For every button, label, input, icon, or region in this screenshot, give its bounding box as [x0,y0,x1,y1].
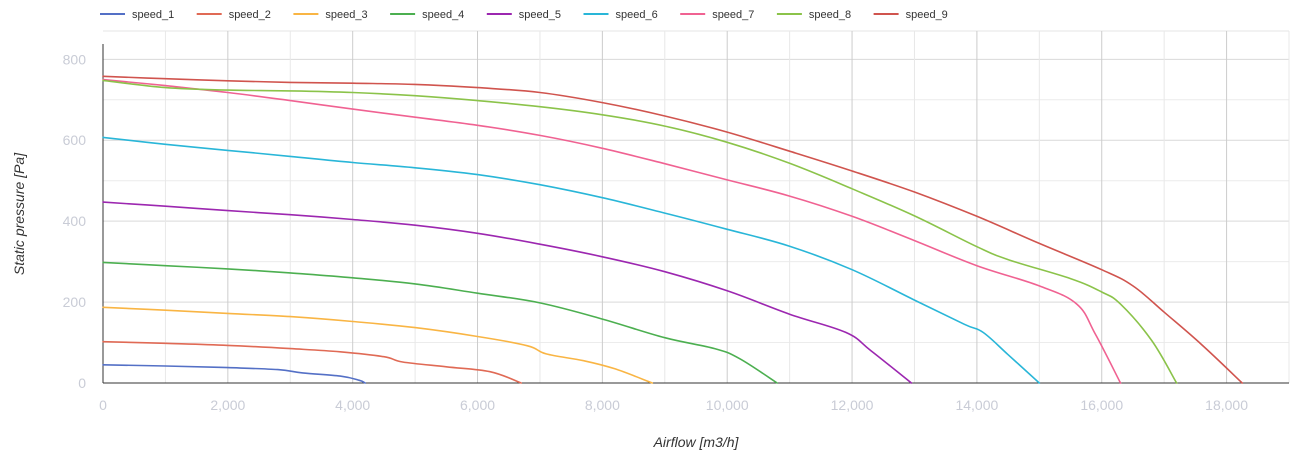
series-lines [102,75,1243,384]
x-tick-label: 18,000 [1205,397,1248,413]
legend-label: speed_4 [422,9,464,21]
legend-label: speed_6 [616,9,658,21]
legend-label: speed_2 [229,9,271,21]
legend-label: speed_7 [712,9,754,21]
series-line-speed_7 [102,78,1122,384]
y-tick-label: 400 [63,213,87,229]
legend-item-speed_9[interactable]: speed_9 [873,9,948,21]
legend-label: speed_1 [132,9,174,21]
legend-item-speed_5[interactable]: speed_5 [486,9,561,21]
legend-item-speed_7[interactable]: speed_7 [680,9,754,21]
y-tick-label: 800 [63,51,87,67]
series-line-speed_1 [102,364,366,384]
series-line-speed_4 [102,261,778,384]
series-line-speed_8 [102,79,1178,384]
y-tick-label: 0 [78,375,86,391]
x-tick-label: 8,000 [585,397,620,413]
x-tick-label: 6,000 [460,397,495,413]
y-tick-label: 600 [63,132,87,148]
x-tick-label: 10,000 [706,397,749,413]
y-axis-title: Static pressure [Pa] [11,152,27,275]
legend-label: speed_5 [519,9,561,21]
series-line-speed_9 [102,75,1243,384]
legend: speed_1 speed_2 speed_3 speed_4 speed_5 speed… [100,9,948,21]
series-line-speed_5 [102,201,913,384]
x-tick-label: 4,000 [335,397,370,413]
legend-label: speed_3 [325,9,367,21]
x-tick-label: 0 [99,397,107,413]
legend-item-speed_8[interactable]: speed_8 [776,9,851,21]
legend-label: speed_8 [809,9,851,21]
legend-label: speed_9 [906,9,948,21]
legend-item-speed_4[interactable]: speed_4 [390,9,464,21]
legend-item-speed_2[interactable]: speed_2 [196,9,271,21]
legend-item-speed_3[interactable]: speed_3 [293,9,368,21]
axes [102,44,1289,384]
grid [103,30,1290,383]
x-axis-title: Airflow [m3/h] [653,434,740,450]
x-tick-label: 2,000 [210,397,245,413]
x-tick-label: 14,000 [955,397,998,413]
series-line-speed_6 [102,136,1041,384]
tick-labels: 0 200 400 600 800 0 2,000 4,000 6,000 8,000 10,000… [63,51,1249,413]
x-tick-label: 16,000 [1080,397,1123,413]
legend-item-speed_6[interactable]: speed_6 [583,9,658,21]
series-line-speed_2 [102,340,522,384]
x-tick-label: 12,000 [831,397,874,413]
series-line-speed_3 [102,306,654,384]
y-tick-label: 200 [63,294,87,310]
legend-item-speed_1[interactable]: speed_1 [100,9,174,21]
